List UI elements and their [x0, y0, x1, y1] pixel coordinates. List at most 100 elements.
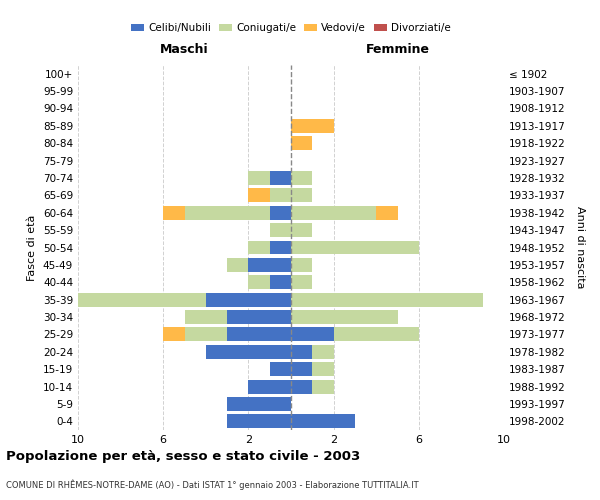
- Bar: [227, 414, 291, 428]
- Bar: [291, 292, 483, 306]
- Bar: [291, 119, 334, 133]
- Bar: [291, 276, 313, 289]
- Bar: [227, 310, 291, 324]
- Legend: Celibi/Nubili, Coniugati/e, Vedovi/e, Divorziati/e: Celibi/Nubili, Coniugati/e, Vedovi/e, Di…: [127, 19, 455, 38]
- Bar: [291, 206, 398, 220]
- Bar: [291, 345, 334, 358]
- Bar: [270, 171, 291, 185]
- Bar: [291, 345, 334, 358]
- Bar: [291, 328, 419, 342]
- Bar: [248, 380, 291, 394]
- Bar: [291, 223, 313, 237]
- Text: COMUNE DI RHÊMES-NOTRE-DAME (AO) - Dati ISTAT 1° gennaio 2003 - Elaborazione TUT: COMUNE DI RHÊMES-NOTRE-DAME (AO) - Dati …: [6, 480, 419, 490]
- Bar: [248, 276, 291, 289]
- Bar: [248, 171, 291, 185]
- Bar: [291, 362, 313, 376]
- Y-axis label: Anni di nascita: Anni di nascita: [575, 206, 585, 289]
- Y-axis label: Fasce di età: Fasce di età: [28, 214, 37, 280]
- Bar: [270, 240, 291, 254]
- Bar: [291, 206, 376, 220]
- Bar: [206, 345, 291, 358]
- Bar: [291, 258, 313, 272]
- Bar: [270, 223, 291, 237]
- Bar: [291, 171, 313, 185]
- Bar: [270, 362, 291, 376]
- Bar: [291, 380, 313, 394]
- Bar: [291, 171, 313, 185]
- Bar: [227, 414, 291, 428]
- Bar: [227, 397, 291, 411]
- Bar: [291, 240, 419, 254]
- Bar: [185, 328, 291, 342]
- Bar: [291, 223, 313, 237]
- Bar: [248, 276, 291, 289]
- Bar: [206, 345, 291, 358]
- Bar: [291, 119, 334, 133]
- Bar: [56, 292, 291, 306]
- Bar: [291, 188, 313, 202]
- Bar: [291, 380, 334, 394]
- Bar: [248, 240, 291, 254]
- Bar: [291, 310, 398, 324]
- Bar: [248, 240, 291, 254]
- Bar: [227, 397, 291, 411]
- Bar: [248, 258, 291, 272]
- Bar: [185, 310, 291, 324]
- Bar: [291, 258, 313, 272]
- Bar: [291, 328, 419, 342]
- Bar: [206, 345, 291, 358]
- Bar: [163, 206, 291, 220]
- Bar: [248, 380, 291, 394]
- Bar: [248, 380, 291, 394]
- Bar: [291, 414, 355, 428]
- Bar: [227, 414, 291, 428]
- Bar: [227, 328, 291, 342]
- Bar: [291, 380, 334, 394]
- Text: Popolazione per età, sesso e stato civile - 2003: Popolazione per età, sesso e stato civil…: [6, 450, 360, 463]
- Bar: [270, 276, 291, 289]
- Bar: [248, 240, 291, 254]
- Bar: [291, 188, 313, 202]
- Bar: [291, 362, 334, 376]
- Bar: [291, 414, 355, 428]
- Bar: [291, 345, 334, 358]
- Text: Femmine: Femmine: [365, 43, 430, 56]
- Bar: [248, 276, 291, 289]
- Bar: [291, 206, 398, 220]
- Bar: [291, 362, 334, 376]
- Bar: [35, 292, 291, 306]
- Bar: [185, 310, 291, 324]
- Bar: [227, 258, 291, 272]
- Bar: [270, 188, 291, 202]
- Bar: [291, 240, 419, 254]
- Text: Maschi: Maschi: [160, 43, 209, 56]
- Bar: [291, 292, 483, 306]
- Bar: [163, 328, 291, 342]
- Bar: [248, 188, 291, 202]
- Bar: [248, 188, 291, 202]
- Bar: [248, 380, 291, 394]
- Bar: [270, 362, 291, 376]
- Bar: [227, 258, 291, 272]
- Bar: [291, 136, 313, 150]
- Bar: [291, 276, 313, 289]
- Bar: [270, 206, 291, 220]
- Bar: [291, 328, 419, 342]
- Bar: [291, 240, 419, 254]
- Bar: [291, 188, 313, 202]
- Bar: [206, 345, 291, 358]
- Bar: [248, 171, 291, 185]
- Bar: [291, 136, 313, 150]
- Bar: [227, 414, 291, 428]
- Bar: [270, 223, 291, 237]
- Bar: [291, 276, 313, 289]
- Bar: [291, 292, 483, 306]
- Bar: [35, 292, 291, 306]
- Bar: [248, 171, 291, 185]
- Bar: [227, 397, 291, 411]
- Bar: [163, 328, 291, 342]
- Bar: [291, 171, 313, 185]
- Bar: [291, 223, 313, 237]
- Bar: [291, 310, 398, 324]
- Bar: [291, 414, 355, 428]
